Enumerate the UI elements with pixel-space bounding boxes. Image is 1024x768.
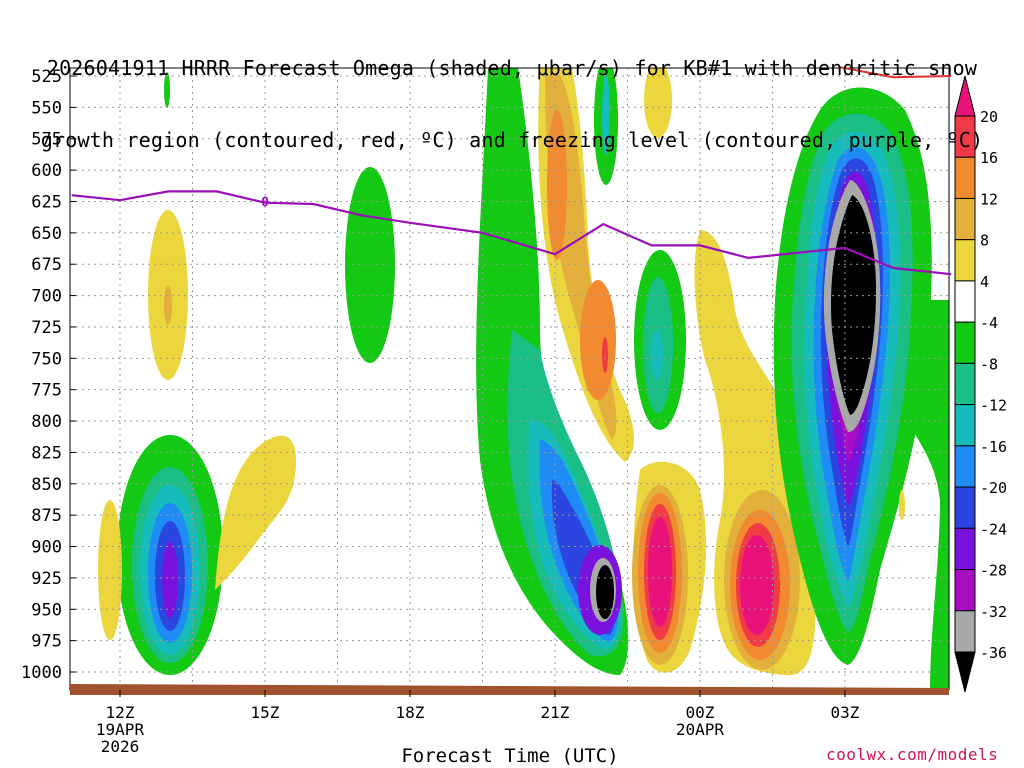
colorbar-label: 4	[980, 273, 989, 291]
colorbar-bin	[954, 569, 976, 612]
omega-envelope-center	[476, 68, 629, 675]
dendritic-growth-contour	[839, 66, 952, 79]
colorbar-label: -4	[980, 314, 998, 332]
x-tick-label: 00Z	[686, 703, 715, 722]
colorbar-bin	[954, 239, 976, 282]
y-tick-label: 900	[31, 538, 62, 558]
y-tick-label: 600	[31, 161, 62, 181]
chart-title-line1: 2026041911 HRRR Forecast Omega (shaded, …	[46, 56, 978, 80]
omega-cell-left-downward	[98, 210, 296, 640]
colorbar-label: -12	[980, 397, 1007, 415]
colorbar-bin	[954, 280, 976, 323]
y-tick-label: 875	[31, 506, 62, 526]
x-tick-label: 03Z	[830, 703, 859, 722]
colorbar-label: -16	[980, 438, 1007, 456]
colorbar-label: 8	[980, 232, 989, 250]
colorbar-bin	[954, 445, 976, 488]
y-tick-label: 825	[31, 443, 62, 463]
y-tick-label: 750	[31, 349, 62, 369]
colorbar-label: 20	[980, 108, 998, 126]
y-tick-label: 550	[31, 98, 62, 118]
x-tick-label: 18Z	[396, 703, 425, 722]
y-tick-label: 625	[31, 192, 62, 212]
colorbar-bin	[954, 404, 976, 447]
ground-surface	[70, 684, 949, 695]
y-tick-label: 575	[31, 130, 62, 150]
credit-text: coolwx.com/models	[826, 745, 999, 764]
x-tick-label: 15Z	[251, 703, 280, 722]
y-tick-label: 525	[31, 67, 62, 87]
freezing-level-label: 0	[261, 195, 269, 210]
y-tick-label: 950	[31, 600, 62, 620]
y-tick-label: 725	[31, 318, 62, 338]
colorbar-bin	[954, 362, 976, 406]
chart-title: 2026041911 HRRR Forecast Omega (shaded, …	[0, 8, 1024, 176]
colorbar-bin	[954, 527, 976, 571]
omega-cell-left-upward	[117, 72, 223, 675]
colorbar-label: -32	[980, 603, 1007, 621]
x-tick-label: 2026	[101, 737, 140, 756]
colorbar-label: -28	[980, 562, 1007, 580]
colorbar-label: -36	[980, 644, 1007, 662]
y-tick-label: 1000	[21, 663, 62, 683]
colorbar-label: -20	[980, 479, 1007, 497]
omega-cell-midlevel-green	[345, 167, 395, 363]
x-axis-label: Forecast Time (UTC)	[401, 745, 619, 767]
colorbar-bin	[954, 197, 976, 241]
x-tick-label: 20APR	[676, 720, 725, 739]
colorbar-bin	[954, 486, 976, 529]
y-tick-label: 925	[31, 569, 62, 589]
freezing-level-contour	[71, 190, 952, 276]
y-axis-ticks: 525 550 575 600 625 650 675 700 725 750 775 800 825 8…	[21, 67, 76, 683]
colorbar: 20 16 12 8 4 -4 -8 -12 -16 -20 -24 -28 -32 -36	[954, 75, 1007, 693]
omega-cell-teal-mid	[634, 250, 686, 430]
y-tick-label: 975	[31, 632, 62, 652]
x-tick-label: 12Z	[106, 703, 135, 722]
contour-lines: 0	[71, 66, 952, 276]
grid-lines	[70, 68, 949, 690]
omega-cell-upper-green	[594, 68, 672, 185]
colorbar-label: -24	[980, 520, 1007, 538]
colorbar-label: 12	[980, 190, 998, 208]
y-tick-label: 800	[31, 412, 62, 432]
colorbar-label: 16	[980, 149, 998, 167]
y-tick-label: 775	[31, 381, 62, 401]
x-tick-label: 21Z	[541, 703, 570, 722]
y-tick-label: 850	[31, 475, 62, 495]
y-tick-label: 650	[31, 224, 62, 244]
omega-cell-center-downward	[538, 68, 635, 462]
colorbar-bin	[954, 651, 976, 693]
x-tick-label: 19APR	[96, 720, 145, 739]
colorbar-bin	[954, 610, 976, 653]
chart-title-line2: growth region (contoured, red, ºC) and f…	[40, 128, 984, 152]
y-tick-label: 700	[31, 287, 62, 307]
colorbar-bin	[954, 321, 976, 364]
y-tick-label: 675	[31, 255, 62, 275]
colorbar-label: -8	[980, 355, 998, 373]
omega-cell-downward-core-a	[632, 461, 707, 673]
